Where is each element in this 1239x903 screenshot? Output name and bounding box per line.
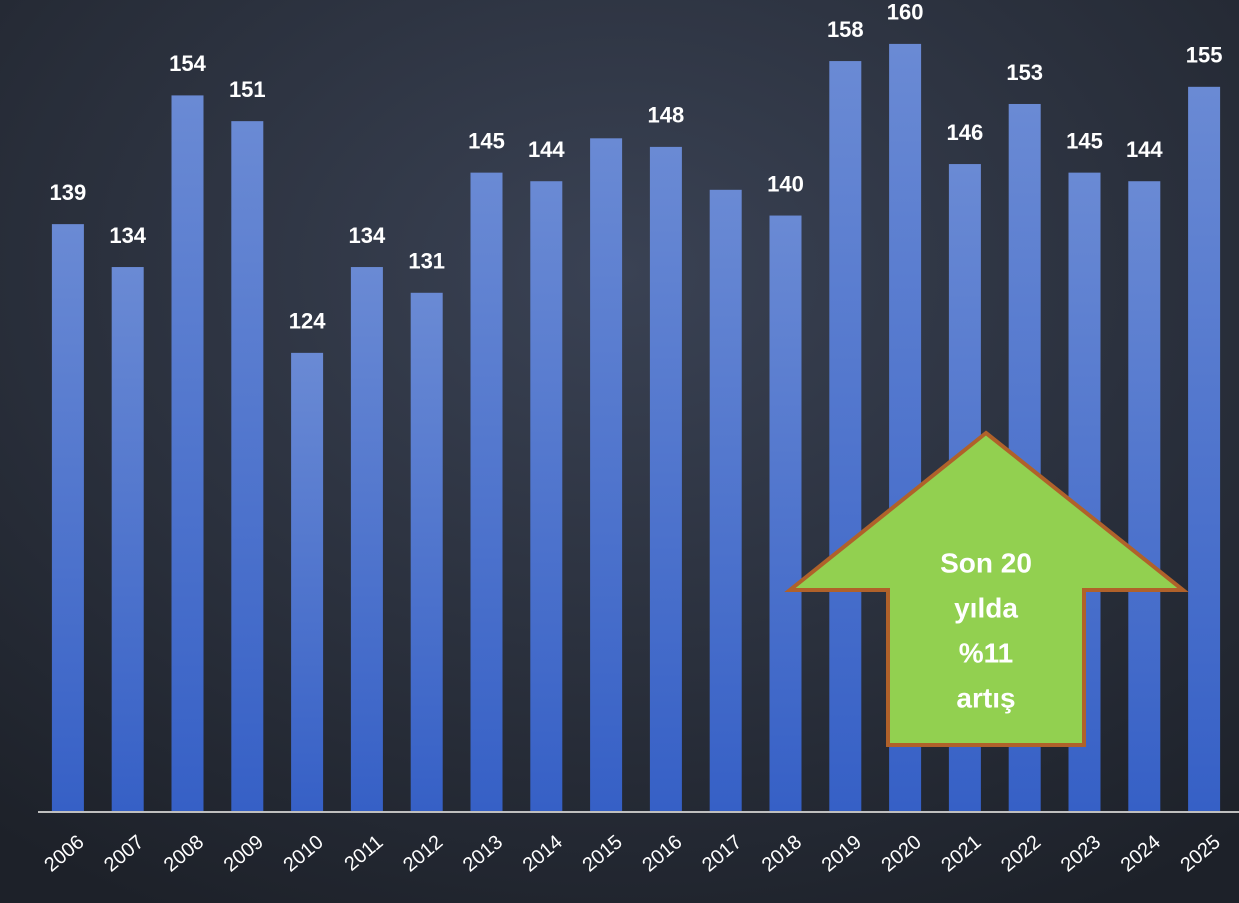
annotation: Son 20 [940,547,1032,578]
value-label: 144 [1126,137,1163,162]
value-label: 134 [349,223,386,248]
bar [530,181,563,812]
value-label: 154 [169,51,206,76]
bar [111,267,144,812]
value-label: 160 [887,0,924,25]
bar [769,215,802,812]
bar [470,172,503,813]
value-label: 148 [648,103,685,128]
value-label: 153 [1006,60,1043,85]
value-label: 146 [947,120,984,145]
bar [291,352,324,812]
bar [590,138,623,813]
bar [51,224,84,813]
bar [1188,86,1221,812]
bar [410,292,443,813]
value-label: 124 [289,309,326,334]
value-label: 155 [1186,43,1223,68]
bar [171,95,204,813]
annotation: yılda [954,592,1018,623]
value-label: 144 [528,137,565,162]
annotation: %11 [959,637,1014,668]
value-label: 151 [229,77,266,102]
arrow [784,430,1189,747]
value-label: 134 [109,223,146,248]
annotation: artış [956,682,1015,713]
bar [1128,181,1161,812]
value-label: 131 [408,249,445,274]
value-label: 158 [827,17,864,42]
bar [350,267,383,812]
value-label: 140 [767,171,804,196]
bar [709,189,742,813]
bar [829,61,862,812]
bar [649,146,682,813]
value-label: 139 [50,180,87,205]
value-label: 145 [468,128,505,153]
value-label: 145 [1066,128,1103,153]
bar [231,121,264,813]
